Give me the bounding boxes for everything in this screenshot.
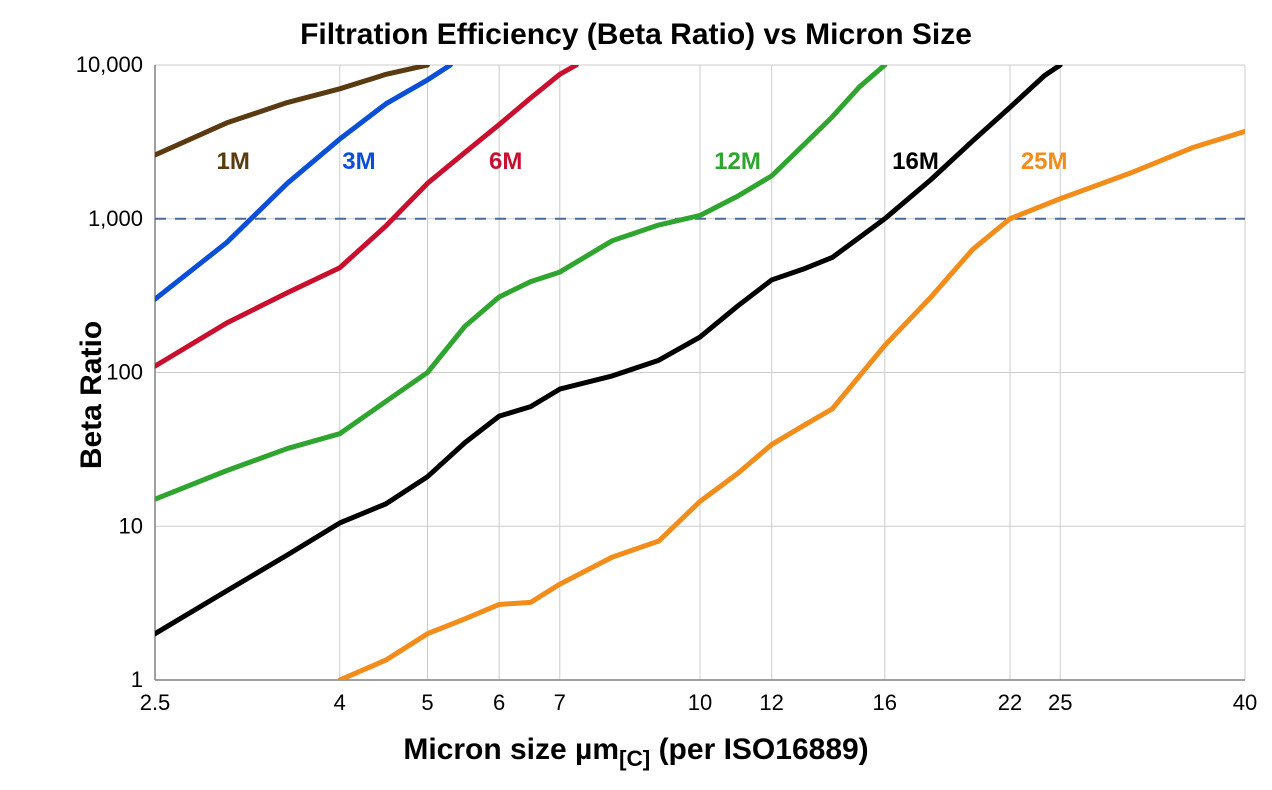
chart-svg: 2.5 4 5 6 7 10 12 16 22 25 40 1 10 100 1,000 10,000 1M 3M… — [0, 0, 1272, 790]
series-label-6M: 6M — [489, 148, 522, 175]
x-tick-label: 25 — [1048, 690, 1072, 715]
x-tick-label: 2.5 — [140, 690, 171, 715]
x-tick-label: 12 — [759, 690, 783, 715]
series-label-1M: 1M — [217, 148, 250, 175]
x-tick-label: 6 — [493, 690, 505, 715]
x-tick-label: 10 — [688, 690, 712, 715]
x-tick-label: 16 — [873, 690, 897, 715]
y-tick-label: 1 — [131, 667, 143, 692]
series-label-25M: 25M — [1021, 148, 1068, 175]
series-label-12M: 12M — [714, 148, 761, 175]
chart-container: Filtration Efficiency (Beta Ratio) vs Mi… — [0, 0, 1272, 790]
x-tick-label: 4 — [334, 690, 346, 715]
x-tick-label: 22 — [998, 690, 1022, 715]
x-tick-label: 40 — [1233, 690, 1257, 715]
series-label-16M: 16M — [892, 148, 939, 175]
series-label-3M: 3M — [342, 148, 375, 175]
y-tick-label: 1,000 — [88, 206, 143, 231]
y-tick-label: 10,000 — [76, 52, 143, 77]
x-tick-label: 7 — [554, 690, 566, 715]
y-tick-label: 100 — [106, 360, 143, 385]
x-tick-label: 5 — [421, 690, 433, 715]
y-tick-label: 10 — [119, 513, 143, 538]
